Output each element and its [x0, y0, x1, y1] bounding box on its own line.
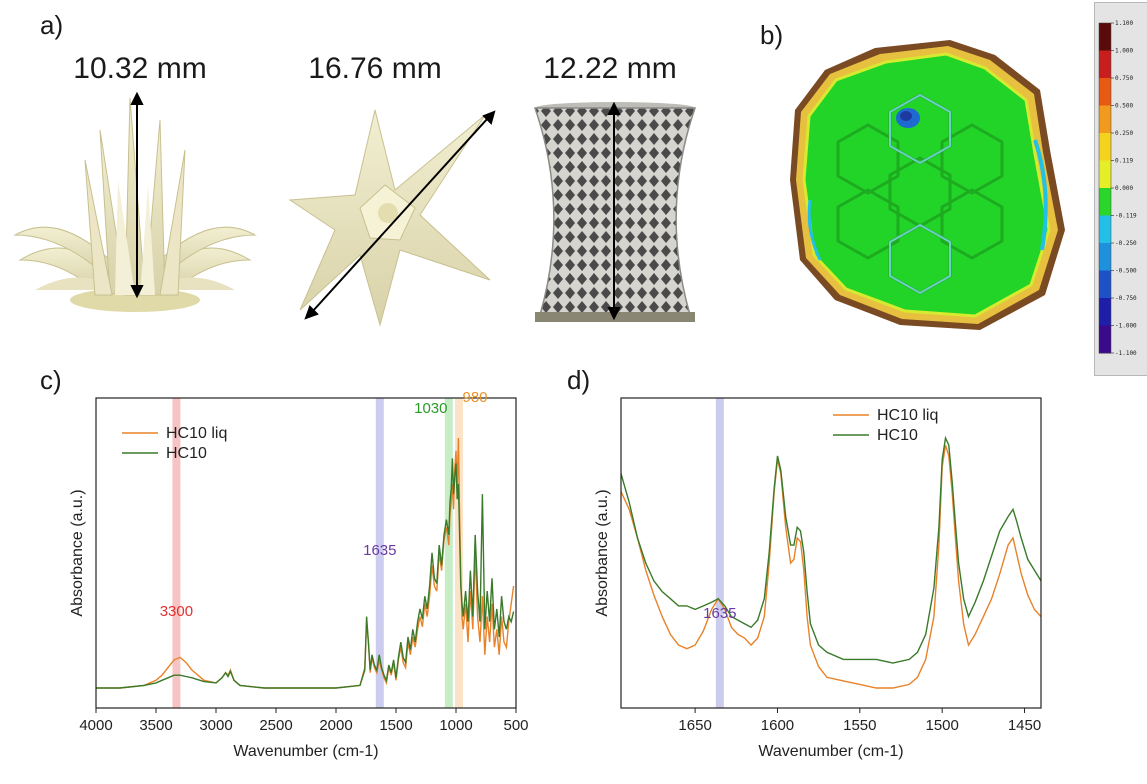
scale-color-block [1099, 243, 1111, 271]
ftir-chart-full: 4000 3500 3000 2500 2000 1500 1000 500 Wavenumbe… [69, 389, 529, 760]
scale-tick-label: 0.750 [1115, 75, 1133, 82]
dimension-label-1: 10.32 mm [73, 52, 207, 85]
printed-objects-photos [13, 91, 697, 327]
scale-color-block [1099, 325, 1111, 354]
scale-tick-label: 1.100 [1115, 20, 1133, 27]
x-tick-label: 4000 [79, 717, 112, 734]
scale-color-block [1099, 298, 1111, 326]
band-1635 [715, 398, 724, 708]
series-line [620, 444, 1042, 689]
x-axis-label: Wavenumber (cm-1) [758, 743, 903, 760]
dimension-label-2: 16.76 mm [308, 52, 442, 85]
x-tick-label: 1450 [1008, 717, 1041, 734]
scale-tick-label: 0.250 [1115, 130, 1133, 137]
band-980 [455, 398, 463, 708]
scale-tick-label: -0.500 [1115, 268, 1137, 275]
scale-color-block [1099, 78, 1111, 106]
scale-color-block [1099, 188, 1111, 216]
band-1635 [375, 398, 384, 708]
deviation-map [790, 40, 1065, 330]
y-axis-label: Absorbance (a.u.) [594, 489, 611, 616]
x-tick-label: 1500 [925, 717, 958, 734]
scale-color-block [1099, 270, 1111, 299]
scale-color-block [1099, 23, 1111, 51]
x-tick-label: 500 [503, 717, 528, 734]
ftir-chart-zoom: 1650 1600 1550 1500 1450 Wavenumber (cm-1) Abs… [594, 397, 1042, 760]
flower-object [13, 97, 257, 312]
x-tick-label: 1000 [439, 717, 472, 734]
x-tick-label: 1650 [678, 717, 711, 734]
plot-frame [620, 397, 1042, 709]
band-3300 [172, 398, 181, 708]
scale-color-block [1099, 160, 1111, 189]
legend-label: HC10 [166, 445, 207, 462]
plot-frame [95, 397, 517, 709]
scale-tick-label: 0.119 [1115, 158, 1133, 165]
x-tick-label: 1500 [379, 717, 412, 734]
peak-annotation-1635: 1635 [363, 542, 396, 559]
x-axis-label: Wavenumber (cm-1) [233, 743, 378, 760]
x-tick-label: 1550 [843, 717, 876, 734]
legend-label: HC10 liq [166, 425, 227, 442]
band-1030 [444, 398, 453, 708]
panel-label-d: d) [567, 365, 591, 395]
x-tick-label: 2500 [259, 717, 292, 734]
series-line [96, 458, 515, 689]
star-object [288, 109, 491, 327]
color-scale-panel: 1.100 1.000 0.750 0.500 0.250 0.119 0.000 -0.11… [1094, 2, 1147, 376]
scale-tick-label: -1.100 [1115, 350, 1137, 357]
scale-color-block [1099, 215, 1111, 244]
peak-annotation-1635: 1635 [703, 605, 736, 622]
x-tick-label: 2000 [319, 717, 352, 734]
dimension-arrows [130, 91, 621, 321]
scale-tick-label: -0.750 [1115, 295, 1137, 302]
scale-tick-label: -1.000 [1115, 323, 1137, 330]
x-tick-label: 3500 [139, 717, 172, 734]
panel-label-c: c) [40, 365, 62, 395]
peak-annotation-1030: 1030 [414, 400, 447, 417]
scale-tick-label: 0.500 [1115, 103, 1133, 110]
scale-tick-label: -0.250 [1115, 240, 1137, 247]
scale-tick-label: 1.000 [1115, 48, 1133, 55]
legend-label: HC10 liq [877, 407, 938, 424]
y-axis-label: Absorbance (a.u.) [69, 489, 86, 616]
scale-tick-label: -0.119 [1115, 213, 1137, 220]
peak-annotation-980: 980 [462, 389, 487, 406]
peak-annotation-3300: 3300 [160, 603, 193, 620]
scale-color-block [1099, 50, 1111, 79]
dimension-label-3: 12.22 mm [543, 52, 677, 85]
x-tick-label: 1600 [761, 717, 794, 734]
scale-tick-label: 0.000 [1115, 185, 1133, 192]
scale-color-block [1099, 105, 1111, 134]
series-line [620, 435, 1042, 664]
panel-label-b: b) [760, 20, 784, 50]
legend-label: HC10 [877, 427, 918, 444]
scale-color-block [1099, 133, 1111, 161]
color-scale: 1.100 1.000 0.750 0.500 0.250 0.119 0.000 -0.11… [1098, 20, 1137, 357]
x-tick-label: 3000 [199, 717, 232, 734]
panel-label-a: a) [40, 10, 64, 40]
